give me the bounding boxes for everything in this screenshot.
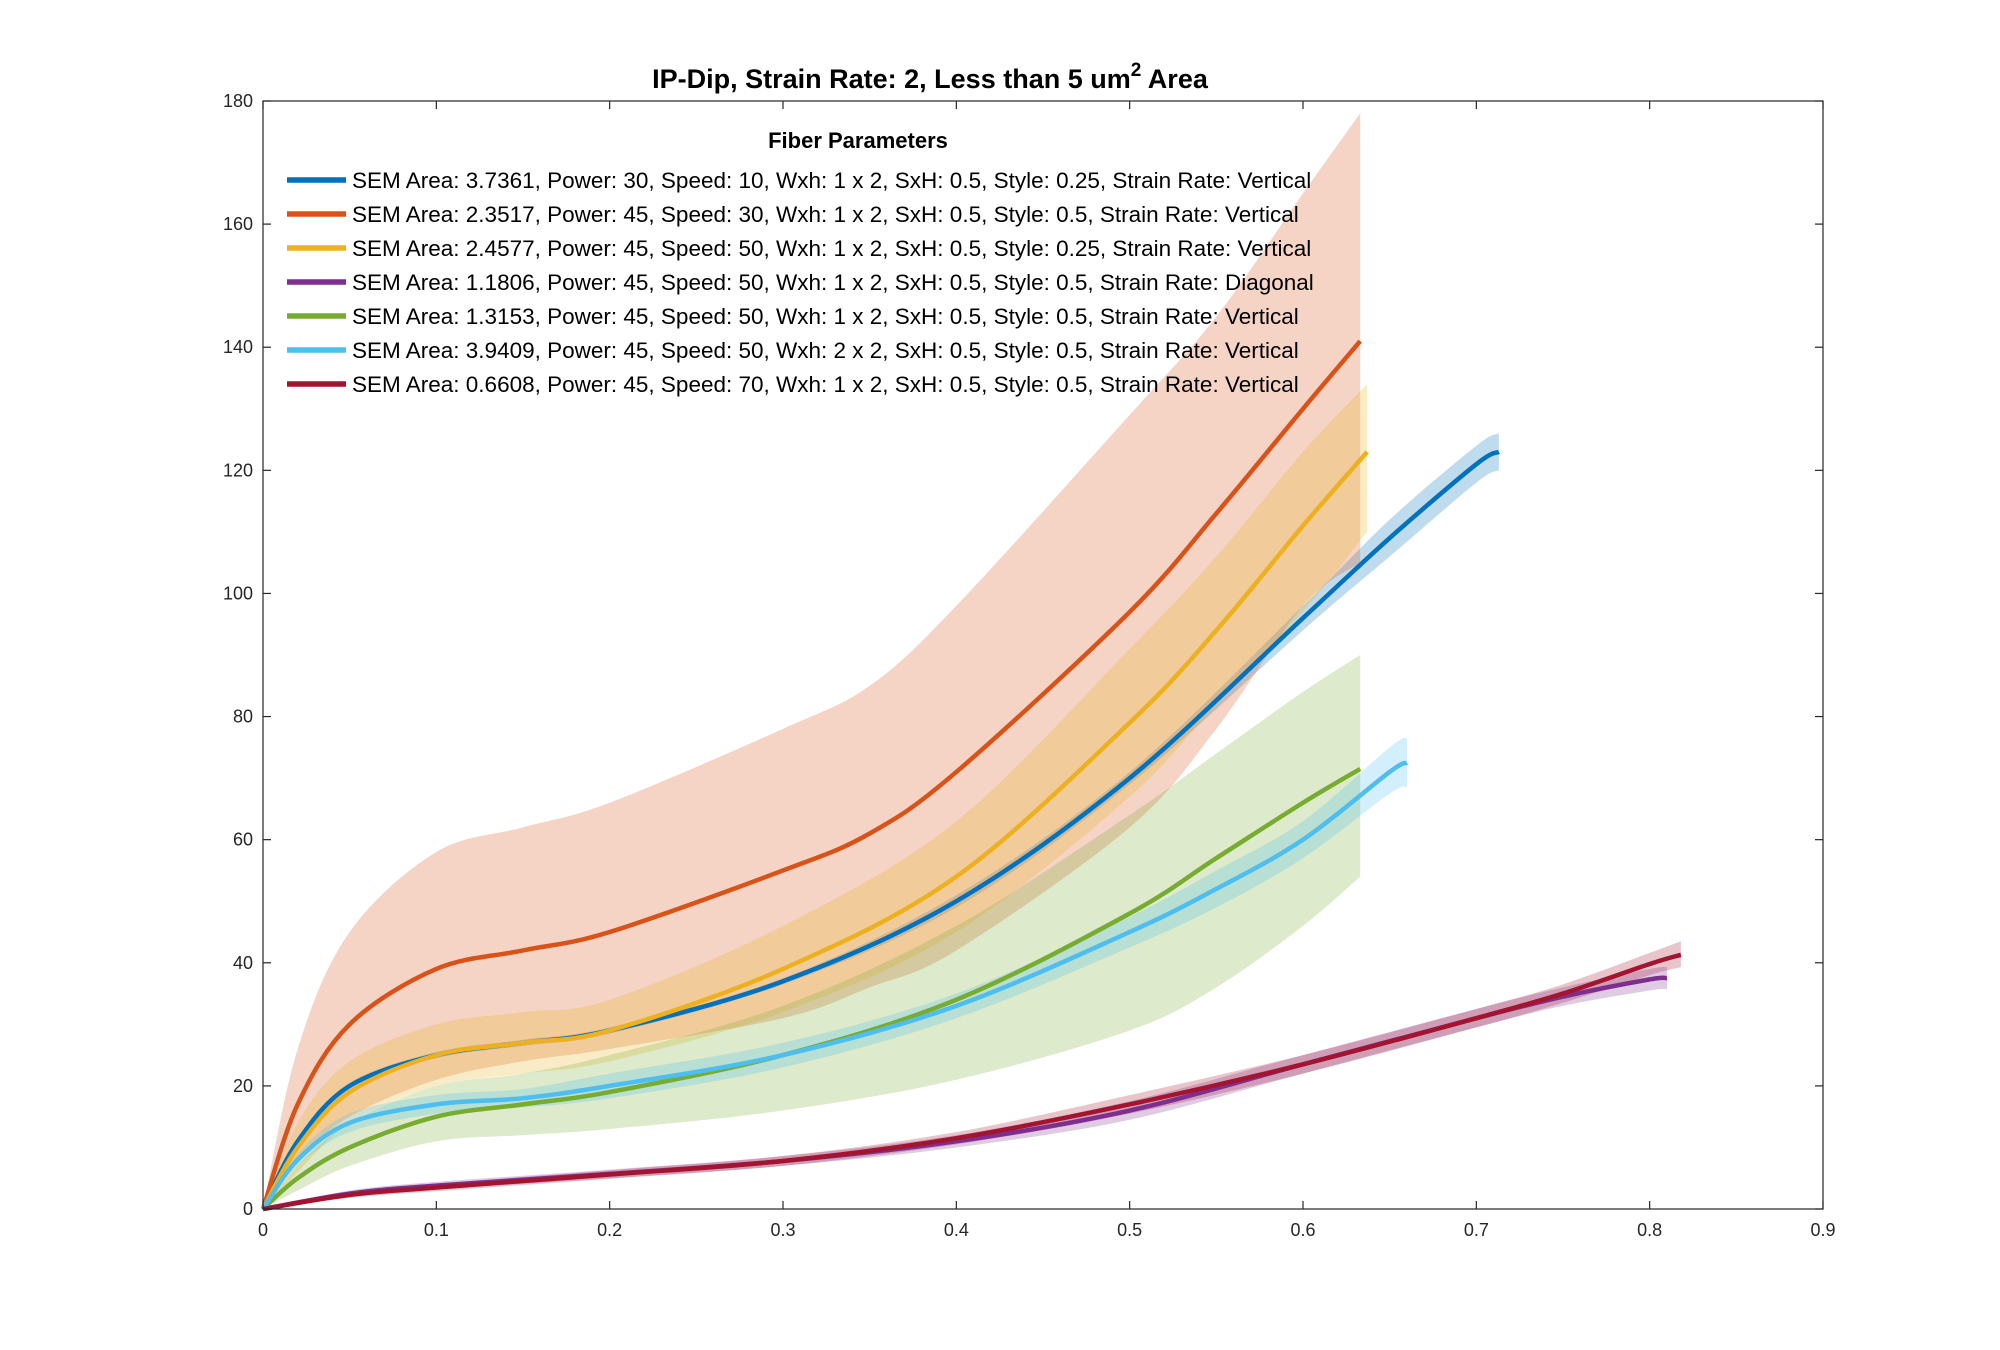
y-tick-label-2: 40 [233,953,253,973]
x-tick-label-6: 0.6 [1290,1220,1315,1240]
y-tick-label-3: 60 [233,830,253,850]
plot-area [263,101,1823,1209]
legend-title: Fiber Parameters [768,128,948,153]
series-band-4 [263,966,1667,1209]
x-tick-label-4: 0.4 [944,1220,969,1240]
series-line-2 [260,339,1362,1210]
legend-entry-3: SEM Area: 2.4577, Power: 45, Speed: 50, … [352,236,1311,261]
y-tick-label-0: 0 [243,1199,253,1219]
x-tick-label-1: 0.1 [424,1220,449,1240]
series-band-5 [263,655,1361,1209]
x-tick-label-3: 0.3 [770,1220,795,1240]
series-line-3 [261,450,1369,1211]
chart-title-suffix: Area [1141,64,1209,94]
x-tick-label-9: 0.9 [1810,1220,1835,1240]
legend: Fiber Parameters SEM Area: 3.7361, Power… [287,128,1314,397]
series-line-6 [261,760,1409,1211]
legend-entry-4: SEM Area: 1.1806, Power: 45, Speed: 50, … [352,270,1314,295]
legend-entry-1: SEM Area: 3.7361, Power: 30, Speed: 10, … [352,168,1311,193]
series-lines [260,339,1682,1212]
axis-tick-labels: 0 0.1 0.2 0.3 0.4 0.5 0.6 0.7 0.8 0.9 0 20 40 60 80 100… [223,91,1836,1240]
confidence-bands [263,113,1681,1209]
x-tick-label-0: 0 [258,1220,268,1240]
series-band-2 [263,113,1361,1209]
legend-entry-2: SEM Area: 2.3517, Power: 45, Speed: 30, … [352,202,1299,227]
plot-frame [262,100,1824,1210]
y-tick-label-7: 140 [223,337,253,357]
x-tick-label-5: 0.5 [1117,1220,1142,1240]
y-tick-label-4: 80 [233,707,253,727]
legend-entry-7: SEM Area: 0.6608, Power: 45, Speed: 70, … [352,372,1299,397]
series-band-6 [263,738,1407,1209]
y-tick-label-8: 160 [223,214,253,234]
chart-title-main: IP-Dip, Strain Rate: 2, Less than 5 um [652,64,1131,94]
y-tick-label-6: 120 [223,460,253,480]
axis-ticks [262,100,1824,1210]
y-tick-label-1: 20 [233,1076,253,1096]
legend-entry-5: SEM Area: 1.3153, Power: 45, Speed: 50, … [352,304,1299,329]
x-tick-label-2: 0.2 [597,1220,622,1240]
y-tick-label-5: 100 [223,583,253,603]
series-line-7 [262,952,1682,1212]
chart-title: IP-Dip, Strain Rate: 2, Less than 5 um2 … [652,60,1209,94]
legend-entry-6: SEM Area: 3.9409, Power: 45, Speed: 50, … [352,338,1299,363]
x-tick-label-7: 0.7 [1464,1220,1489,1240]
x-tick-label-8: 0.8 [1637,1220,1662,1240]
chart-title-superscript: 2 [1131,60,1142,81]
series-line-1 [260,449,1500,1211]
y-tick-label-9: 180 [223,91,253,111]
